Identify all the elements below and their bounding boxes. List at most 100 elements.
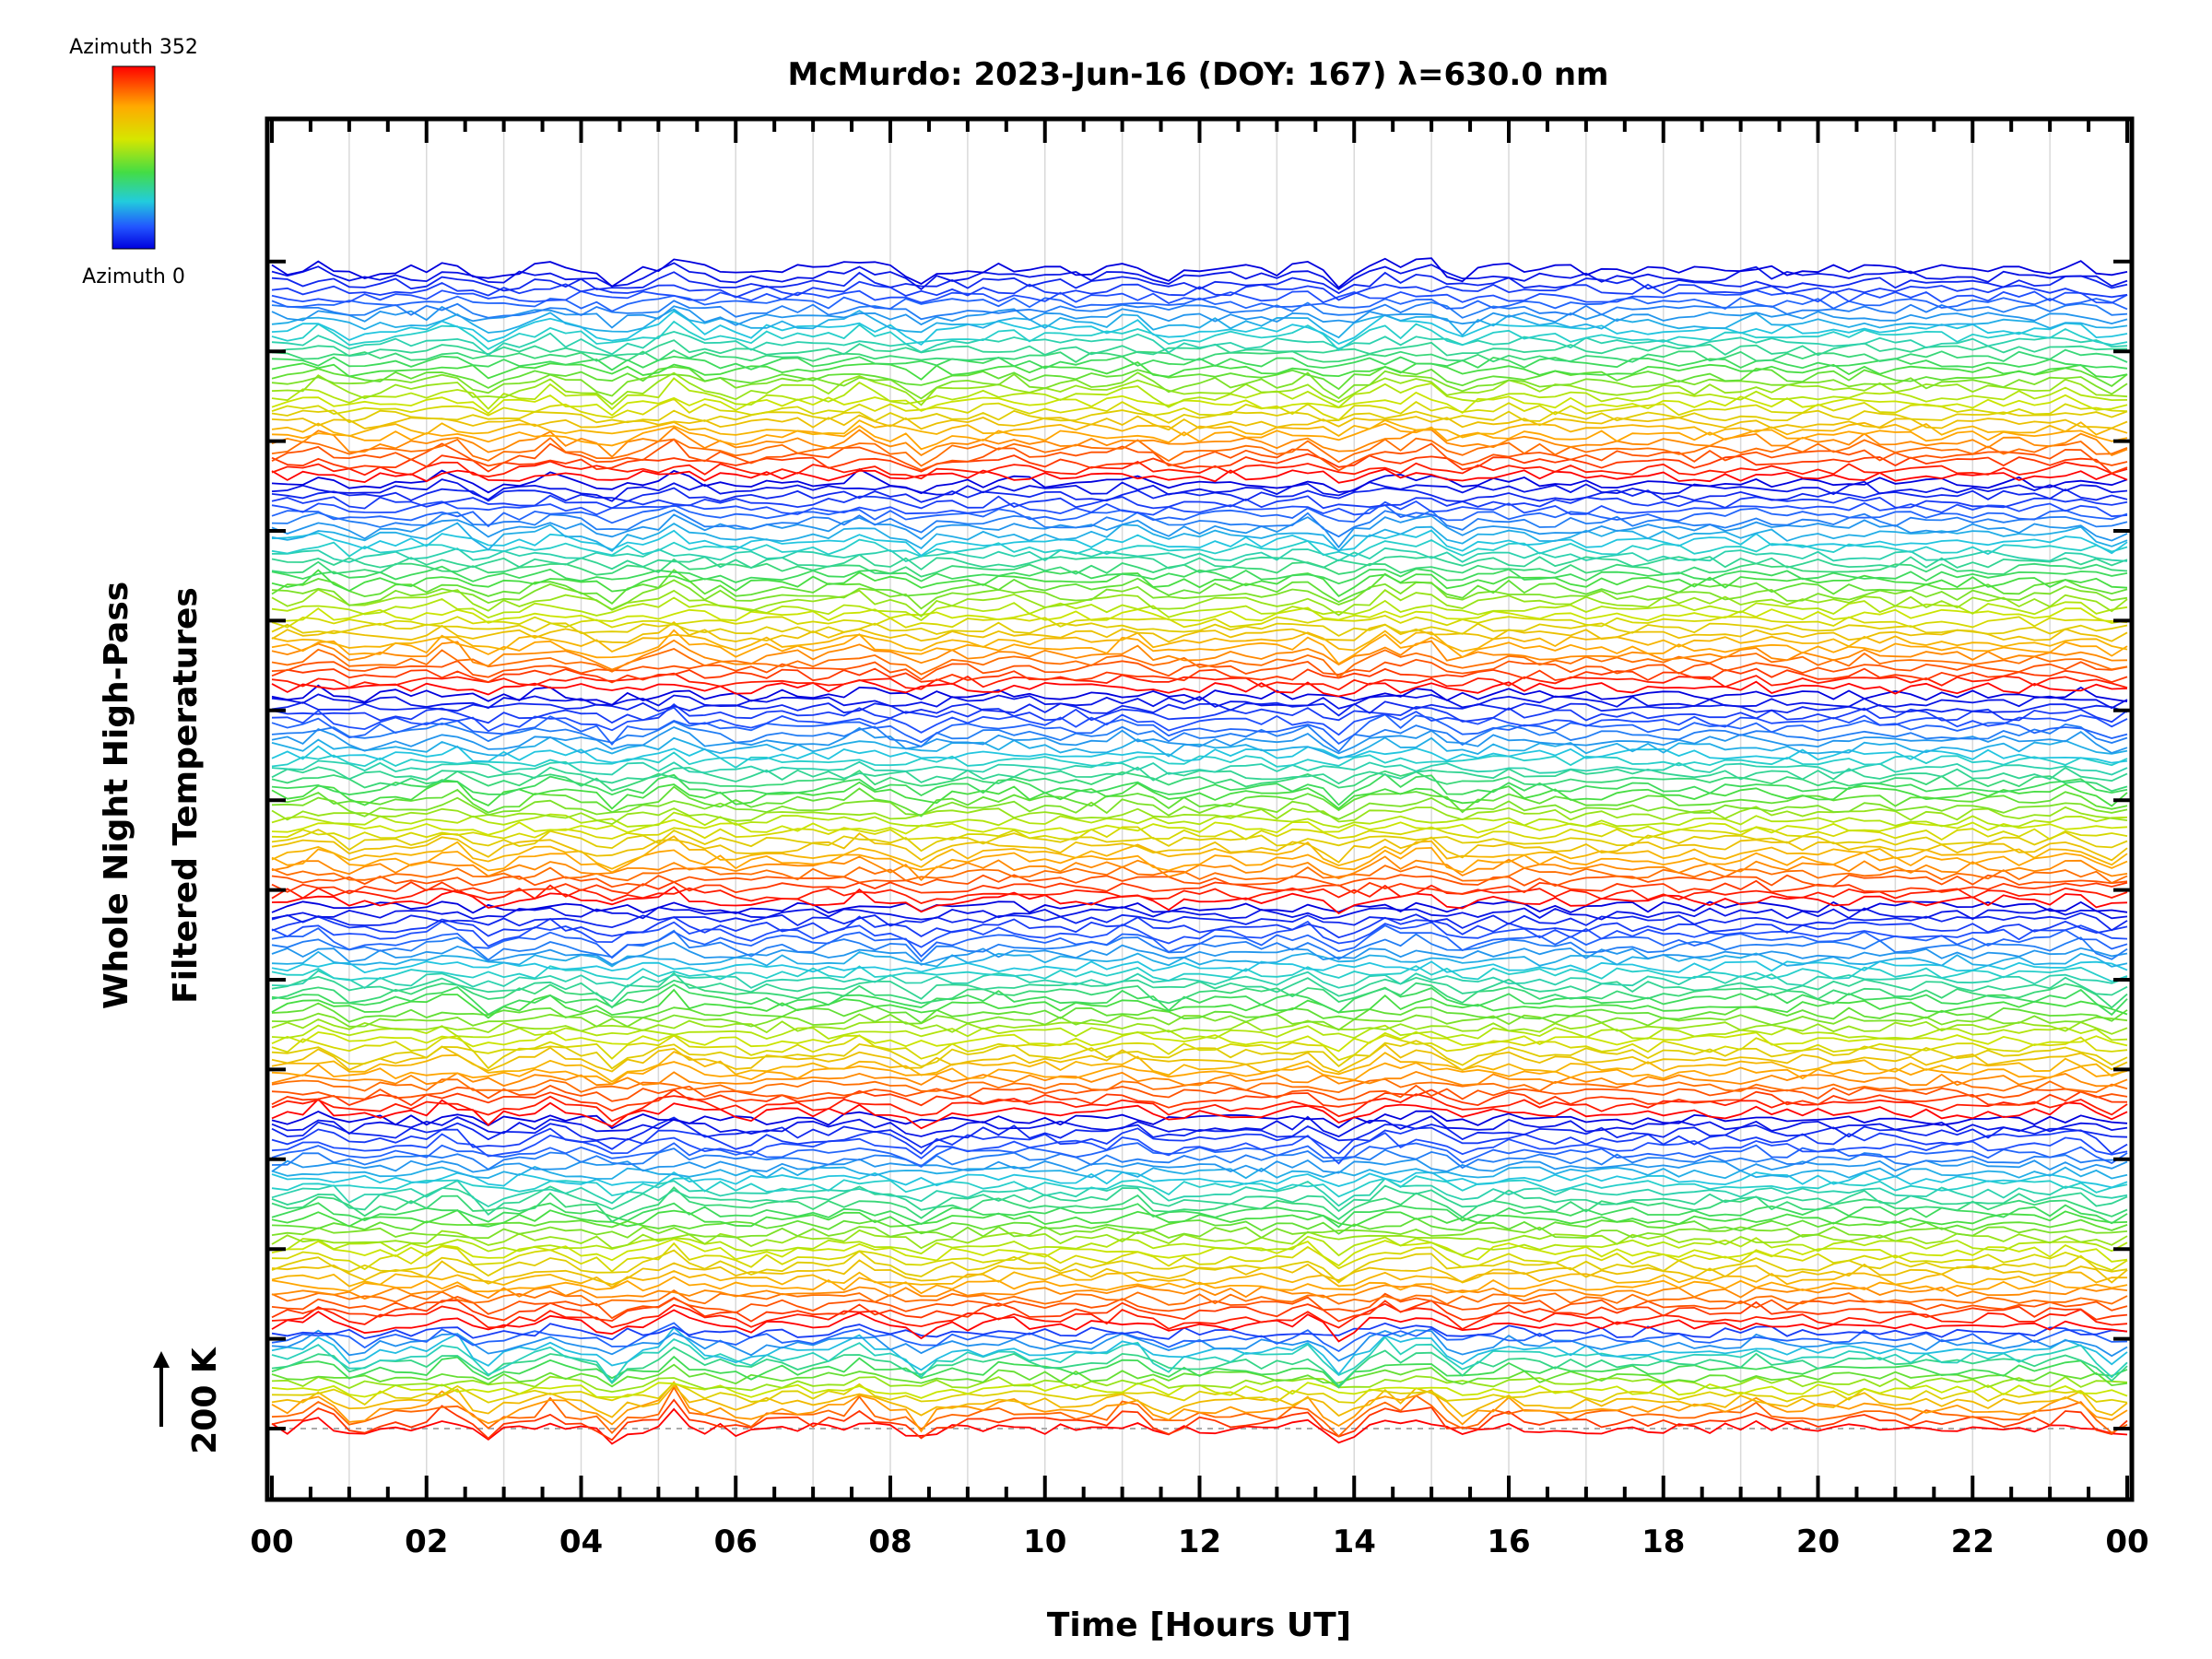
temperature-trace (271, 1217, 2128, 1235)
temperature-trace (271, 522, 2128, 553)
temperature-trace (271, 1235, 2128, 1257)
temperature-trace (271, 672, 2128, 691)
temperature-trace (271, 766, 2128, 785)
temperature-trace (271, 320, 2128, 351)
temperature-trace (271, 920, 2128, 948)
temperature-trace (271, 770, 2128, 793)
temperature-trace (271, 460, 2128, 480)
temperature-trace (271, 745, 2128, 764)
temperature-trace (271, 915, 2128, 939)
temperature-trace (272, 547, 2128, 563)
x-tick-label: 10 (1023, 1524, 1066, 1560)
x-tick-label: 06 (714, 1524, 758, 1560)
temperature-trace (271, 1061, 2128, 1086)
temperature-trace (271, 796, 2128, 820)
scale-bar-arrow-head (153, 1351, 170, 1368)
temperature-trace (271, 979, 2128, 1009)
temperature-trace (271, 874, 2128, 888)
temperature-trace (271, 912, 2128, 932)
temperature-traces (271, 257, 2128, 1445)
x-tick-label: 12 (1178, 1524, 1221, 1560)
temperature-trace (271, 785, 2128, 818)
temperature-trace (271, 1030, 2128, 1053)
x-tick-label: 00 (2105, 1524, 2148, 1560)
temperature-trace (271, 330, 2128, 357)
temperature-trace (271, 620, 2128, 644)
temperature-trace (271, 529, 2128, 558)
temperature-trace (271, 1296, 2128, 1323)
temperature-trace (271, 468, 2128, 495)
temperature-trace (271, 437, 2128, 467)
x-tick-label: 18 (1641, 1524, 1685, 1560)
temperature-trace (271, 1346, 2128, 1388)
temperature-trace (271, 1126, 2128, 1155)
temperature-trace (271, 513, 2128, 549)
temperature-trace (271, 419, 2128, 439)
temperature-trace (271, 735, 2128, 760)
x-tick-label: 22 (1951, 1524, 1994, 1560)
temperature-trace (271, 960, 2128, 974)
temperature-trace (271, 829, 2128, 853)
temperature-trace (271, 414, 2128, 431)
temperature-trace (271, 835, 2128, 870)
temperature-trace (271, 494, 2128, 510)
temperature-trace (271, 1070, 2128, 1088)
temperature-trace (271, 569, 2128, 598)
temperature-trace (271, 772, 2128, 806)
x-gridlines (348, 119, 2051, 1500)
temperature-trace (271, 1116, 2128, 1148)
temperature-trace (271, 1284, 2128, 1300)
temperature-trace (271, 621, 2128, 637)
temperature-trace (271, 280, 2128, 301)
temperature-trace (271, 1292, 2128, 1320)
temperature-trace (271, 1018, 2128, 1035)
temperature-trace (271, 257, 2128, 289)
temperature-trace (271, 339, 2128, 358)
temperature-trace (271, 700, 2128, 717)
temperature-trace (271, 706, 2128, 736)
temperature-trace (271, 1309, 2128, 1343)
temperature-trace (271, 1375, 2128, 1394)
temperature-trace (271, 500, 2128, 518)
temperature-trace (271, 1226, 2128, 1240)
temperature-trace (271, 1238, 2128, 1267)
temperature-trace (271, 1098, 2128, 1130)
colorbar-top-label: Azimuth 352 (69, 36, 198, 59)
temperature-trace (271, 1289, 2128, 1307)
temperature-trace (271, 1270, 2128, 1288)
temperature-trace (271, 879, 2128, 896)
temperature-trace (271, 294, 2128, 312)
temperature-trace (271, 759, 2128, 776)
temperature-trace (271, 1322, 2128, 1341)
temperature-trace (271, 1165, 2128, 1180)
temperature-trace (271, 693, 2128, 710)
temperature-trace (271, 478, 2128, 502)
chart-title: McMurdo: 2023-Jun-16 (DOY: 167) λ=630.0 … (788, 56, 1609, 93)
temperature-trace (271, 1175, 2128, 1198)
temperature-trace (271, 365, 2128, 391)
temperature-trace (271, 1329, 2128, 1362)
temperature-trace (271, 1088, 2128, 1112)
temperature-trace (271, 1276, 2128, 1295)
plot-area (265, 116, 2135, 1502)
temperature-trace (271, 832, 2128, 864)
temperature-trace (271, 988, 2128, 1019)
temperature-trace (271, 538, 2128, 558)
temperature-trace (271, 629, 2128, 665)
temperature-trace (271, 1381, 2128, 1433)
x-tick-label: 16 (1487, 1524, 1530, 1560)
temperature-trace (271, 1398, 2128, 1441)
x-tick-label: 20 (1796, 1524, 1840, 1560)
temperature-trace (271, 720, 2128, 753)
temperature-trace (271, 565, 2128, 585)
temperature-trace (271, 806, 2128, 826)
temperature-trace (271, 629, 2128, 653)
temperature-trace (271, 588, 2128, 618)
x-axis-label: Time [Hours UT] (1047, 1606, 1351, 1644)
temperature-trace (271, 300, 2128, 321)
temperature-trace (271, 1051, 2128, 1083)
temperature-trace (271, 703, 2128, 724)
temperature-trace (271, 1326, 2128, 1376)
temperature-trace (271, 781, 2128, 810)
temperature-trace (271, 509, 2128, 538)
